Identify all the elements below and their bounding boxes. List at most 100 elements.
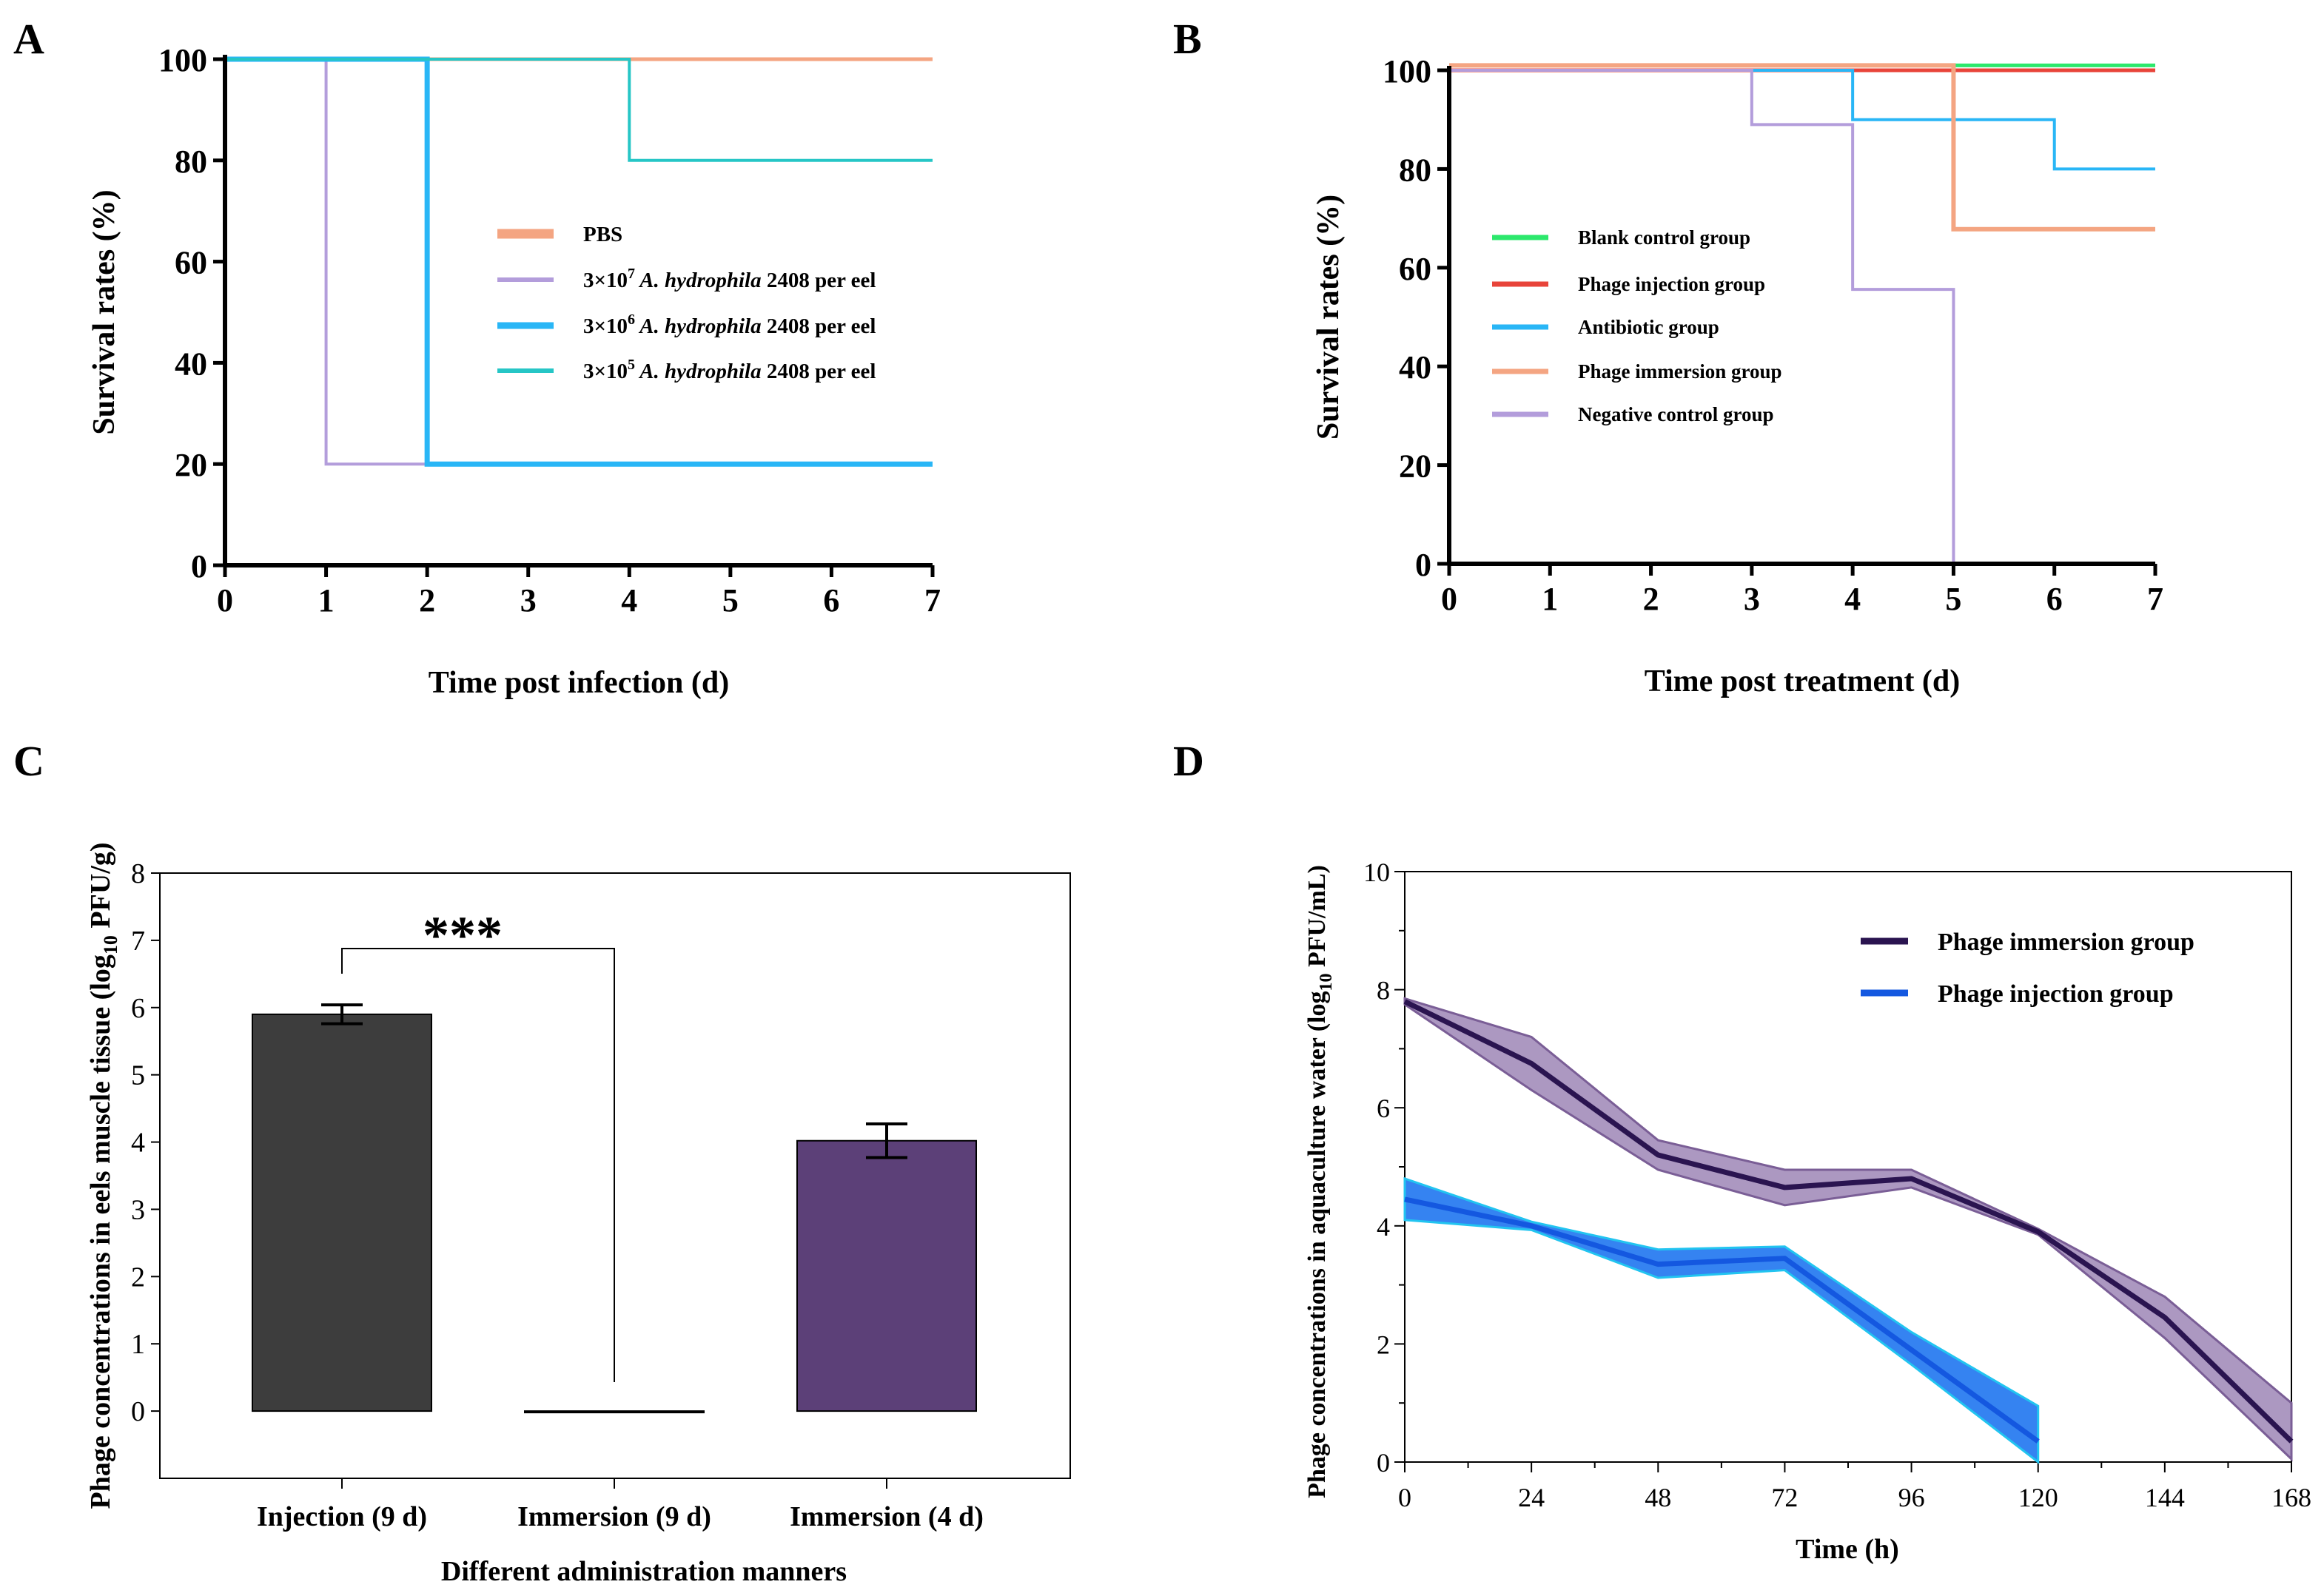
- x-tick-label: 0: [1441, 581, 1457, 617]
- y-tick-label: 6: [1377, 1094, 1390, 1123]
- y-tick-label: 40: [1399, 349, 1431, 385]
- x-tick-label: Injection (9 d): [257, 1501, 427, 1532]
- x-tick-label: 0: [1398, 1483, 1411, 1512]
- legend-entry: 3×105 A. hydrophila 2408 per eel: [583, 357, 876, 383]
- x-axis-label: Time post infection (d): [429, 666, 729, 700]
- x-tick-label: 6: [2046, 581, 2063, 617]
- x-tick-label: 96: [1898, 1483, 1925, 1512]
- x-tick-label: Immersion (9 d): [517, 1501, 711, 1532]
- y-tick-label: 6: [131, 993, 145, 1024]
- panel-b-chart: 0 1 2 3 4 5 6 7 0 20 40 60 80 100 Time post treatment …: [1312, 53, 2163, 698]
- significance-label: ***: [423, 906, 503, 965]
- series-line-1: [1403, 999, 2294, 1444]
- x-axis-label: Time (h): [1796, 1534, 1899, 1565]
- y-tick-label: 5: [131, 1060, 145, 1091]
- y-tick-label: 1: [131, 1329, 145, 1360]
- x-tick-label: 4: [621, 582, 637, 619]
- y-tick-label: 80: [1399, 152, 1431, 188]
- series-line-3: [1449, 69, 2155, 171]
- series-line-4: [225, 58, 933, 162]
- y-tick-label: 10: [1363, 858, 1390, 887]
- y-tick-label: 0: [191, 548, 207, 585]
- x-tick-label: 120: [2018, 1483, 2058, 1512]
- legend-entry: 3×106 A. hydrophila 2408 per eel: [583, 311, 876, 338]
- panel-a-chart: 0 1 2 3 4 5 6 7 0 20 40 60 80 100 Time post infection …: [87, 42, 941, 700]
- legend: PBS 3×107 A. hydrophila 2408 per eel 3×106…: [497, 223, 876, 383]
- legend: Phage immersion group Phage injection gro…: [1861, 929, 2194, 1008]
- y-axis-label: Survival rates (%): [87, 189, 121, 434]
- legend-entry: Antibiotic group: [1578, 316, 1719, 338]
- panel-c-chart: 0 1 2 3 4 5 6 7 8 Injection (9 d) Immersion (9 d) I…: [85, 843, 1071, 1587]
- y-tick-label: 4: [131, 1128, 145, 1159]
- y-tick-label: 4: [1377, 1212, 1390, 1242]
- y-axis-label: Phage concentrations in aquaculture wate…: [1303, 865, 1336, 1498]
- legend-entry: Phage injection group: [1938, 980, 2174, 1008]
- y-tick-label: 0: [1415, 547, 1431, 583]
- y-tick-label: 60: [1399, 251, 1431, 287]
- x-tick-label: 72: [1771, 1483, 1798, 1512]
- x-axis-label: Time post treatment (d): [1645, 664, 1961, 698]
- y-axis-label: Phage concentrations in eels muscle tiss…: [85, 843, 121, 1509]
- y-tick-label: 100: [158, 42, 207, 78]
- x-tick-label: 0: [217, 582, 233, 619]
- y-tick-label: 7: [131, 926, 145, 957]
- y-tick-label: 20: [1399, 448, 1431, 485]
- bar: [796, 1139, 977, 1412]
- panel-label-A: A: [13, 15, 44, 63]
- legend-entry: Phage immersion group: [1578, 360, 1782, 383]
- panel-label-C: C: [13, 737, 44, 785]
- y-tick-label: 20: [175, 447, 207, 483]
- legend-entry: Negative control group: [1578, 403, 1773, 425]
- x-tick-label: 3: [1744, 581, 1760, 617]
- legend-entry: Blank control group: [1578, 226, 1750, 249]
- panel-label-B: B: [1173, 15, 1202, 63]
- confidence-band-2: [1403, 1176, 2040, 1465]
- y-axis-label: Survival rates (%): [1312, 195, 1346, 439]
- series-line-5: [1449, 69, 1955, 564]
- x-tick-label: 168: [2271, 1483, 2311, 1512]
- x-tick-label: Immersion (4 d): [790, 1501, 984, 1532]
- y-tick-label: 0: [1377, 1448, 1390, 1478]
- x-tick-label: 3: [520, 582, 537, 619]
- x-tick-label: 2: [1643, 581, 1659, 617]
- x-tick-label: 5: [1945, 581, 1961, 617]
- legend-entry: PBS: [583, 223, 622, 246]
- bar: [524, 1410, 705, 1414]
- x-tick-label: 5: [722, 582, 739, 619]
- series-line-3: [225, 56, 933, 467]
- legend-entry: 3×107 A. hydrophila 2408 per eel: [583, 266, 876, 292]
- x-tick-label: 48: [1645, 1483, 1671, 1512]
- series-line-2: [1404, 1196, 2040, 1444]
- legend-entry: Phage immersion group: [1938, 929, 2194, 956]
- y-tick-label: 2: [1377, 1330, 1390, 1359]
- x-tick-label: 1: [1542, 581, 1558, 617]
- x-tick-label: 7: [2147, 581, 2163, 617]
- x-axis-label: Different administration manners: [441, 1556, 847, 1587]
- y-tick-label: 100: [1383, 53, 1431, 90]
- series-line-4: [1449, 63, 2155, 232]
- x-tick-label: 4: [1844, 581, 1861, 617]
- x-tick-label: 144: [2145, 1483, 2185, 1512]
- y-tick-label: 8: [131, 858, 145, 889]
- y-tick-label: 80: [175, 144, 207, 180]
- x-tick-label: 2: [419, 582, 435, 619]
- x-tick-label: 7: [924, 582, 941, 619]
- series-line-2: [225, 58, 933, 466]
- y-tick-label: 60: [175, 245, 207, 281]
- x-tick-label: 1: [318, 582, 335, 619]
- y-tick-label: 8: [1377, 976, 1390, 1006]
- legend: Blank control group Phage injection group…: [1492, 226, 1782, 425]
- legend-entry: Phage injection group: [1578, 273, 1765, 295]
- y-tick-label: 2: [131, 1262, 145, 1293]
- y-tick-label: 3: [131, 1194, 145, 1225]
- bar: [252, 1013, 432, 1412]
- x-tick-label: 6: [823, 582, 839, 619]
- x-tick-label: 24: [1518, 1483, 1545, 1512]
- y-tick-label: 0: [131, 1396, 145, 1427]
- y-tick-label: 40: [175, 346, 207, 382]
- plot-frame: [1404, 871, 2292, 1463]
- panel-label-D: D: [1173, 737, 1204, 785]
- significance-bracket: [341, 948, 615, 1382]
